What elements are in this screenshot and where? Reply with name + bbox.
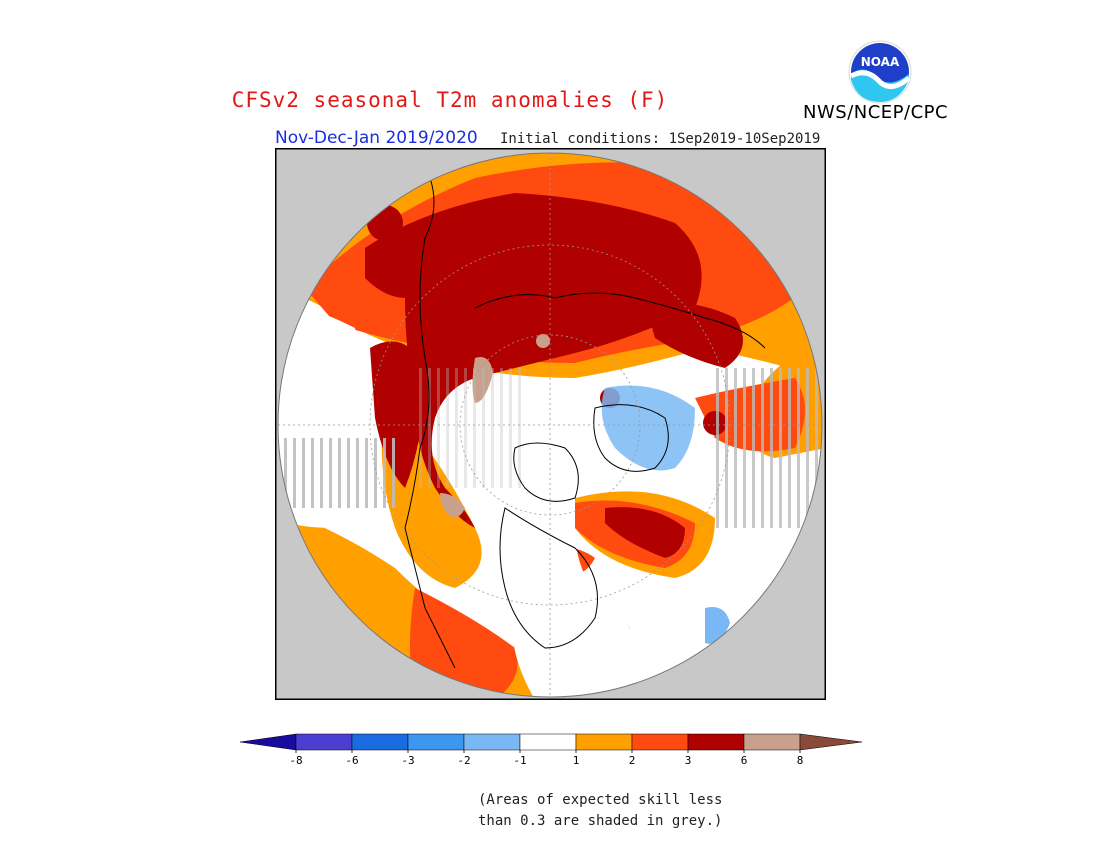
colorbar-segment xyxy=(631,733,689,751)
colorbar-tick-label: -1 xyxy=(513,754,526,767)
colorbar: -8 -6 -3 -2 -1 1 2 3 6 8 xyxy=(239,733,863,767)
colorbar-tick-label: -2 xyxy=(457,754,470,767)
colorbar-tick-label: 8 xyxy=(797,754,804,767)
polar-map xyxy=(275,148,826,700)
skill-note-line-1: (Areas of expected skill less xyxy=(478,792,723,808)
coastlines xyxy=(404,177,766,669)
colorbar-tick-label: 6 xyxy=(741,754,748,767)
colorbar-segment xyxy=(407,733,465,751)
map-title: CFSv2 seasonal T2m anomalies (F) xyxy=(231,88,669,112)
colorbar-tick-label: -3 xyxy=(401,754,414,767)
colorbar-segment xyxy=(295,733,353,751)
graticule xyxy=(278,153,822,697)
colorbar-segment xyxy=(687,733,745,751)
colorbar-segment xyxy=(575,733,633,751)
colorbar-tick-label: -6 xyxy=(345,754,358,767)
noaa-logo-text: NOAA xyxy=(861,55,900,69)
map-disk-edge xyxy=(277,152,823,698)
anomaly-field xyxy=(278,153,822,697)
skill-note-line-2: than 0.3 are shaded in grey.) xyxy=(478,813,723,829)
noaa-logo: NOAA xyxy=(848,40,912,104)
colorbar-segment xyxy=(351,733,409,751)
colorbar-tick-label: 2 xyxy=(629,754,636,767)
colorbar-tick-label: 1 xyxy=(573,754,580,767)
initial-conditions-label: Initial conditions: 1Sep2019-10Sep2019 xyxy=(500,131,821,147)
colorbar-tick-label: -8 xyxy=(289,754,302,767)
skill-note: (Areas of expected skill less than 0.3 a… xyxy=(478,790,722,832)
colorbar-tick-label: 3 xyxy=(685,754,692,767)
map-frame xyxy=(275,148,826,700)
colorbar-arrow-left xyxy=(239,733,297,751)
season-label: Nov-Dec-Jan 2019/2020 xyxy=(275,128,478,148)
colorbar-arrow-right xyxy=(799,733,863,751)
colorbar-segment xyxy=(463,733,521,751)
colorbar-segment xyxy=(743,733,801,751)
colorbar-segment xyxy=(519,733,577,751)
org-label: NWS/NCEP/CPC xyxy=(803,102,949,123)
